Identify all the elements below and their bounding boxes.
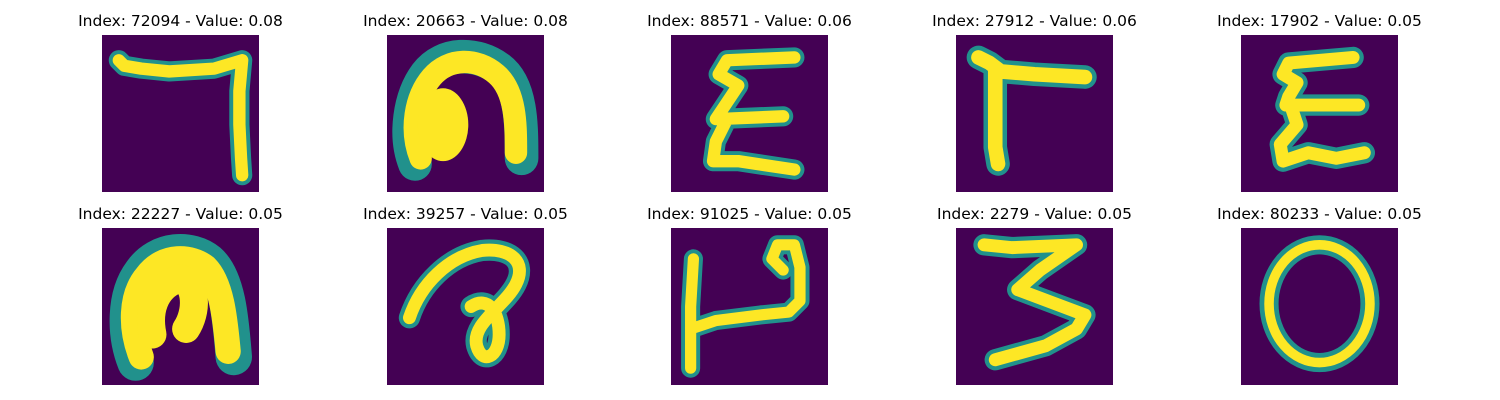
panel-10: Index: 80233 - Value: 0.05 — [1177, 0, 1462, 385]
panel-title: Index: 80233 - Value: 0.05 — [1217, 205, 1422, 223]
digit-image — [956, 228, 1113, 385]
panel-4: Index: 27912 - Value: 0.06 — [892, 0, 1177, 192]
digit-image — [1241, 228, 1398, 385]
panel-title: Index: 39257 - Value: 0.05 — [363, 205, 568, 223]
digit-image — [671, 35, 828, 192]
panel-5: Index: 17902 - Value: 0.05 — [1177, 0, 1462, 192]
panel-2: Index: 20663 - Value: 0.08 — [323, 0, 608, 192]
digit-image — [102, 35, 259, 192]
digit-image — [102, 228, 259, 385]
digit-image — [956, 35, 1113, 192]
digit-image — [671, 228, 828, 385]
panel-title: Index: 91025 - Value: 0.05 — [647, 205, 852, 223]
digit-image — [387, 35, 544, 192]
panel-title: Index: 17902 - Value: 0.05 — [1217, 12, 1422, 30]
panel-6: Index: 22227 - Value: 0.05 — [38, 0, 323, 385]
panel-1: Index: 72094 - Value: 0.08 — [38, 0, 323, 192]
panel-title: Index: 2279 - Value: 0.05 — [937, 205, 1132, 223]
digit-image — [1241, 35, 1398, 192]
digit-image — [387, 228, 544, 385]
panel-title: Index: 20663 - Value: 0.08 — [363, 12, 568, 30]
panel-9: Index: 2279 - Value: 0.05 — [892, 0, 1177, 385]
panel-7: Index: 39257 - Value: 0.05 — [323, 0, 608, 385]
panel-title: Index: 22227 - Value: 0.05 — [78, 205, 283, 223]
panel-title: Index: 27912 - Value: 0.06 — [932, 12, 1137, 30]
panel-title: Index: 72094 - Value: 0.08 — [78, 12, 283, 30]
panel-8: Index: 91025 - Value: 0.05 — [607, 0, 892, 385]
panel-title: Index: 88571 - Value: 0.06 — [647, 12, 852, 30]
panel-3: Index: 88571 - Value: 0.06 — [607, 0, 892, 192]
